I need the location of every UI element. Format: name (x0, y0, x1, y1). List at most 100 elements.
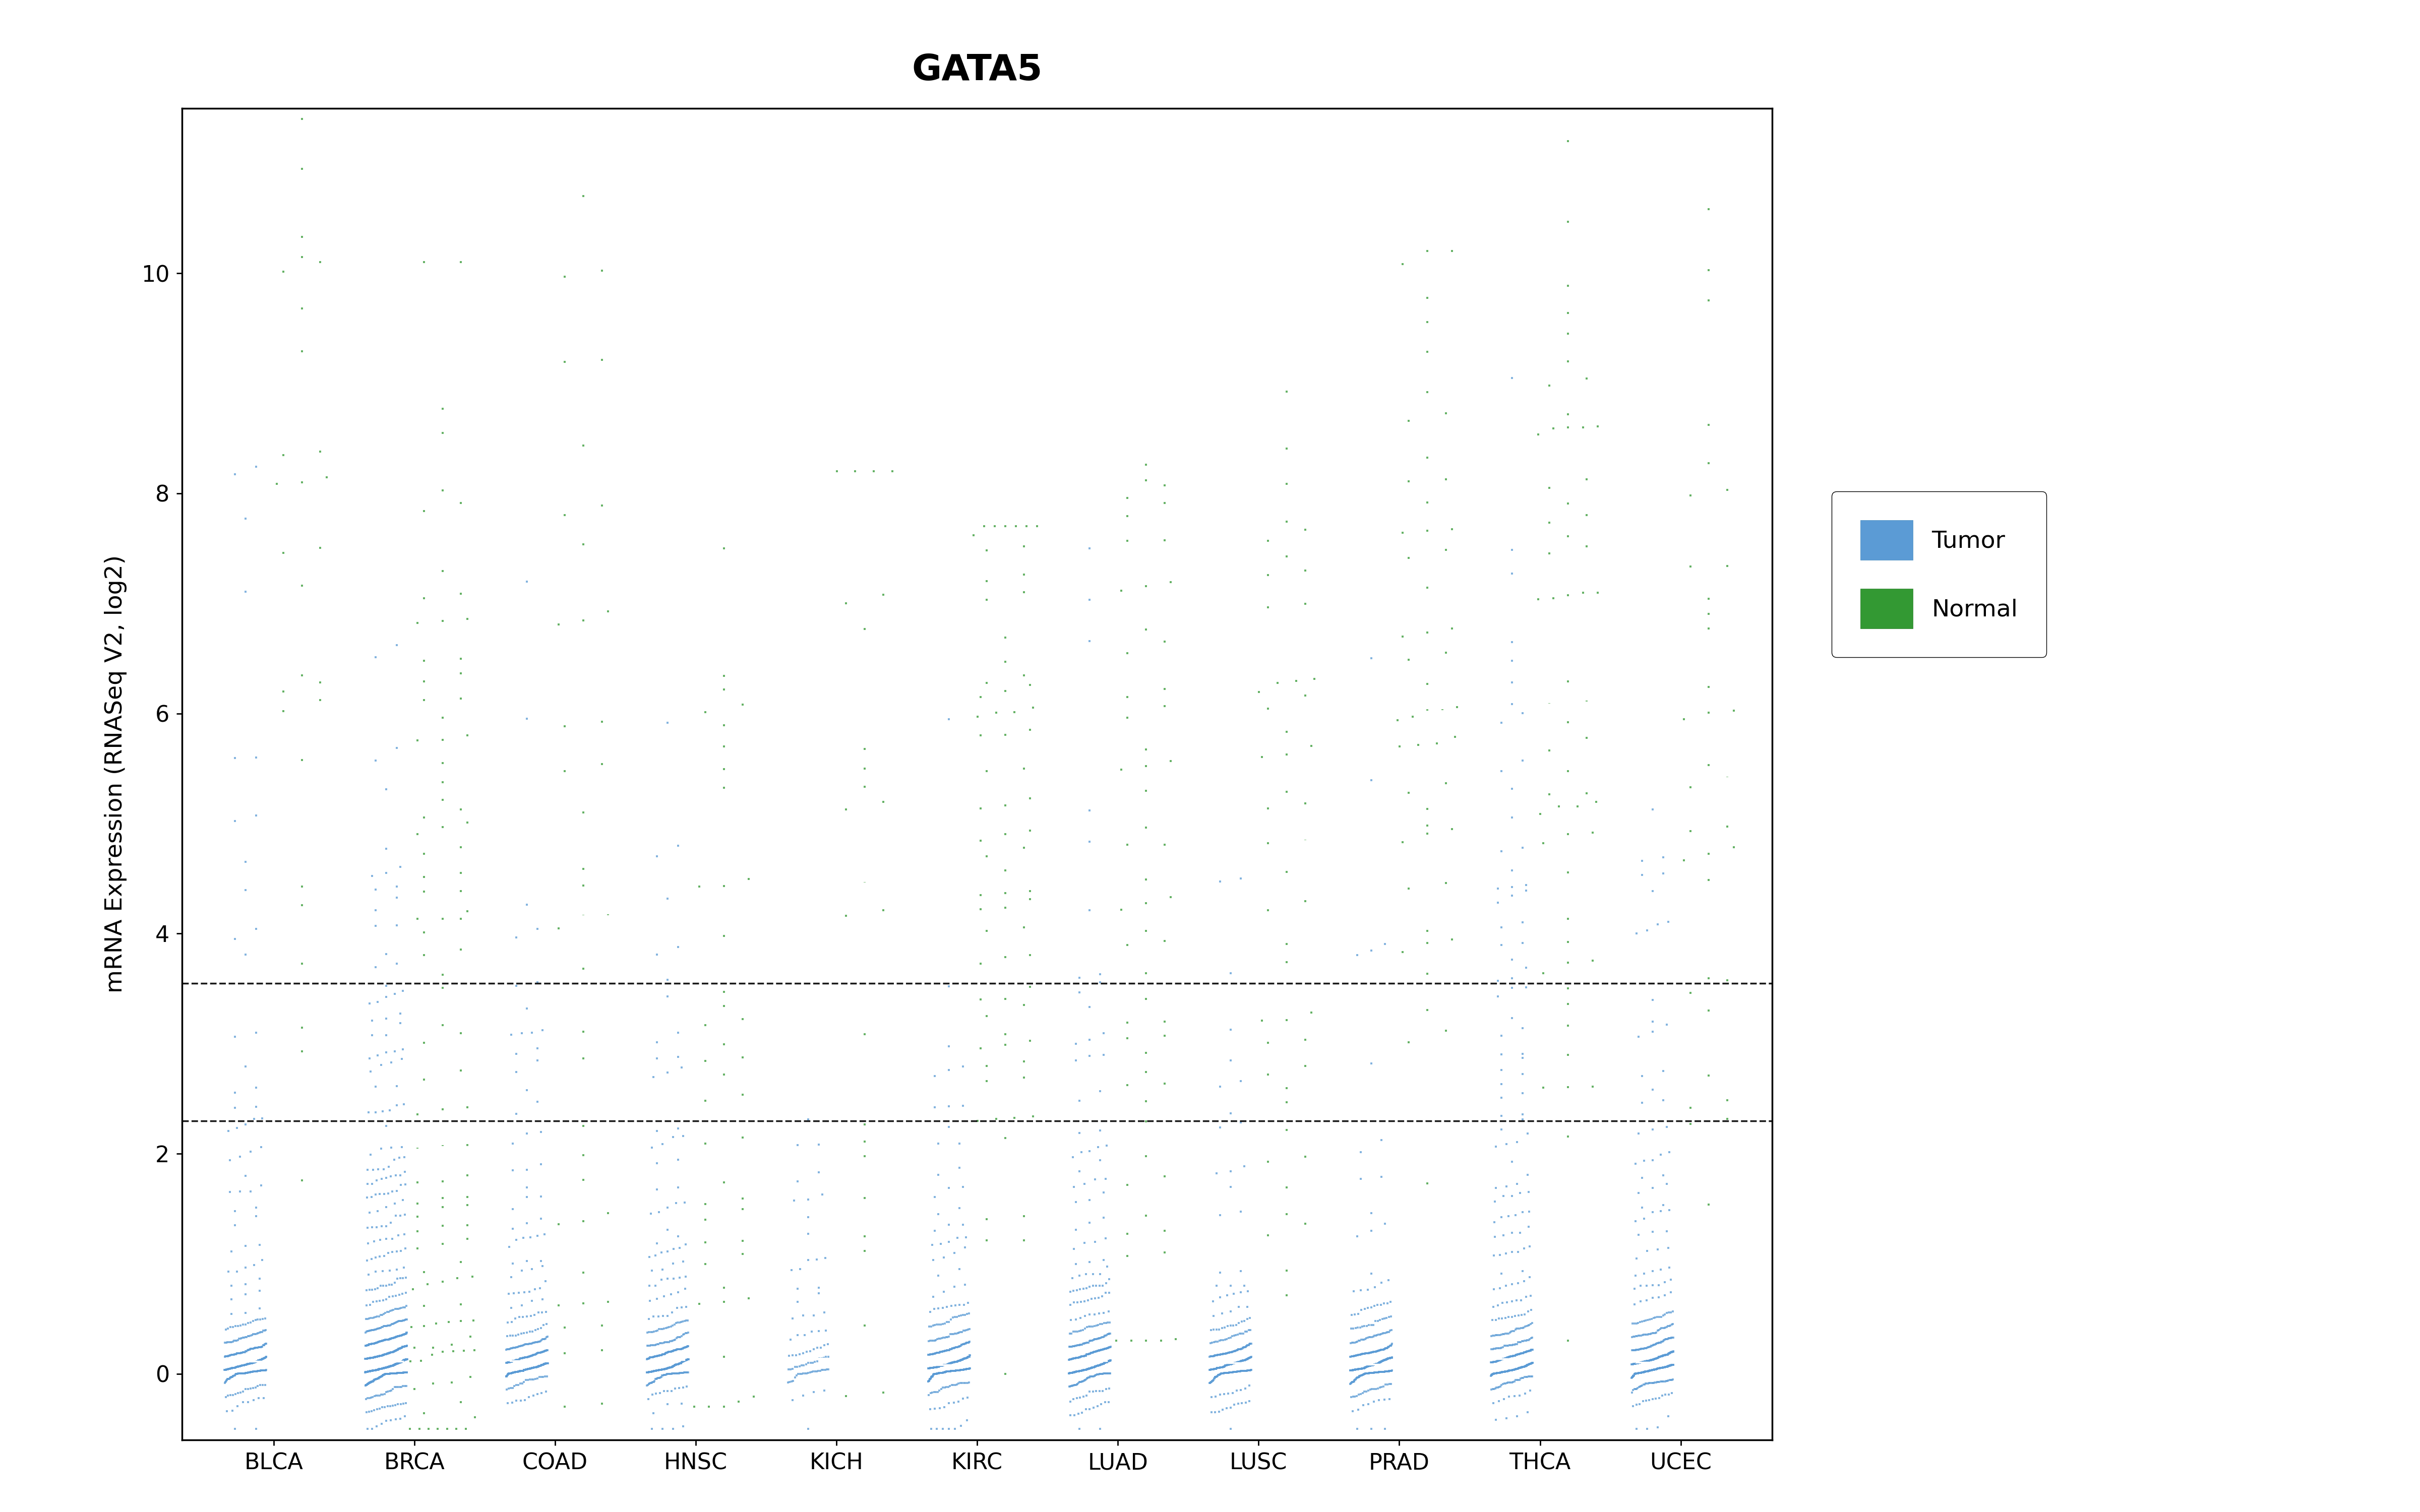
Point (218, 1341, 257, 1365)
Point (358, 1397, 397, 1421)
Point (1212, 1352, 1251, 1376)
Point (1481, 1243, 1520, 1267)
Point (368, 1273, 407, 1297)
Point (1087, 1350, 1125, 1374)
Point (1367, 1291, 1406, 1315)
Point (1212, 1352, 1251, 1376)
Point (244, 1346, 283, 1370)
Point (1629, 1349, 1667, 1373)
Point (649, 1315, 687, 1340)
Point (1636, 1332, 1675, 1356)
Point (1476, 1176, 1515, 1201)
Point (1512, 1352, 1551, 1376)
Point (370, 1355, 409, 1379)
Point (1629, 1359, 1667, 1383)
Point (424, 559, 462, 584)
Point (523, 1365, 561, 1390)
Point (387, 1347, 426, 1371)
Point (1650, 1198, 1689, 1222)
Point (353, 1318, 392, 1343)
Point (356, 1278, 394, 1302)
Point (1367, 1359, 1406, 1383)
Point (1145, 1240, 1183, 1264)
Point (232, 1352, 271, 1376)
Point (1486, 1371, 1525, 1396)
Point (649, 711, 687, 735)
Point (1220, 1350, 1258, 1374)
Point (218, 1355, 257, 1379)
Point (1486, 1346, 1525, 1370)
Point (1483, 1359, 1522, 1383)
Point (1229, 1346, 1268, 1370)
Point (932, 1294, 970, 1318)
Point (353, 1346, 392, 1370)
Point (772, 1343, 811, 1367)
Point (1285, 791, 1324, 815)
Point (941, 1349, 980, 1373)
Point (951, 1329, 990, 1353)
Point (1646, 1328, 1684, 1352)
Point (1055, 1359, 1094, 1383)
Point (1360, 1338, 1399, 1362)
Point (1619, 1223, 1658, 1247)
Point (1217, 1350, 1256, 1374)
Point (1512, 1312, 1551, 1337)
Point (564, 532, 603, 556)
Point (1338, 1358, 1377, 1382)
Point (1503, 1329, 1542, 1353)
Point (1367, 1347, 1406, 1371)
Point (235, 1359, 273, 1383)
Point (511, 1385, 549, 1409)
Point (232, 1140, 271, 1164)
Point (941, 1293, 980, 1317)
Point (208, 1331, 247, 1355)
Point (1508, 1353, 1546, 1377)
Point (351, 1332, 390, 1356)
Point (1629, 1371, 1667, 1396)
Point (1646, 1355, 1684, 1379)
Point (1508, 1340, 1546, 1364)
Point (1367, 1337, 1406, 1361)
Point (223, 1390, 261, 1414)
Point (218, 1380, 257, 1405)
Point (1331, 1344, 1370, 1368)
Point (511, 1356, 549, 1380)
Point (1483, 1359, 1522, 1383)
Point (1624, 1207, 1663, 1231)
Point (1641, 1318, 1679, 1343)
Point (1050, 1374, 1089, 1399)
Point (1217, 1350, 1256, 1374)
Point (247, 1344, 286, 1368)
Point (375, 1325, 414, 1349)
Point (1498, 1405, 1537, 1429)
Point (1343, 1314, 1382, 1338)
Point (644, 1358, 682, 1382)
Point (1476, 1376, 1515, 1400)
Point (211, 1356, 249, 1380)
Point (1638, 1318, 1677, 1343)
Point (1074, 1314, 1113, 1338)
Point (378, 1074, 416, 1098)
Point (924, 1340, 963, 1364)
Point (346, 1306, 385, 1331)
Point (380, 1350, 419, 1374)
Point (912, 1367, 951, 1391)
Point (784, 1361, 823, 1385)
Point (1089, 1337, 1128, 1361)
Point (941, 1320, 980, 1344)
Point (864, 789, 903, 813)
Point (363, 1315, 402, 1340)
Point (939, 1371, 978, 1396)
Point (375, 1338, 414, 1362)
Point (1481, 1374, 1520, 1399)
Point (213, 1331, 252, 1355)
Point (1486, 1334, 1525, 1358)
Point (634, 1320, 673, 1344)
Point (1203, 1343, 1241, 1367)
Point (1060, 1264, 1099, 1288)
Point (361, 1344, 399, 1368)
Point (1212, 1352, 1251, 1376)
Point (1338, 1358, 1377, 1382)
Point (937, 1335, 975, 1359)
Point (218, 1314, 257, 1338)
